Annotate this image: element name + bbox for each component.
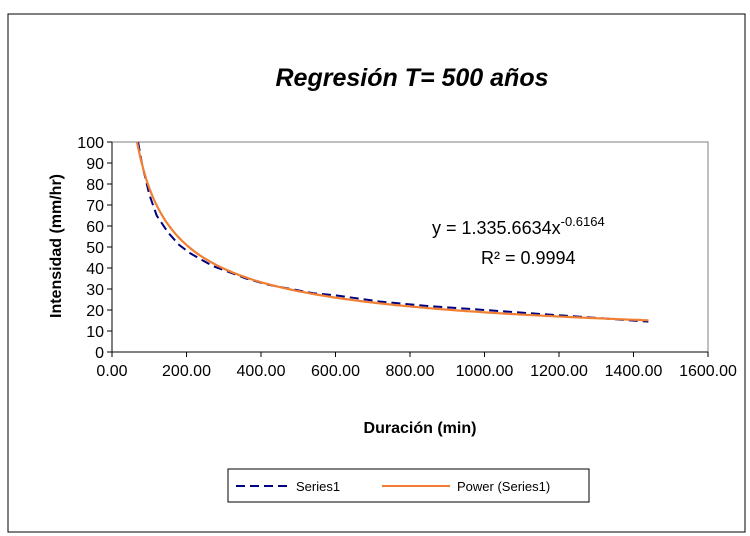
legend: Series1 Power (Series1) [227,468,590,503]
y-tick-label: 10 [86,324,104,341]
y-tick-label: 30 [86,282,104,299]
y-tick-label: 0 [95,345,104,362]
x-axis-title: Duración (min) [364,420,477,437]
legend-label-power-series1: Power (Series1) [457,479,550,494]
y-tick-label: 90 [86,156,104,173]
y-tick-label: 80 [86,177,104,194]
x-tick-label: 800.00 [386,363,435,380]
chart-title: Regresión T= 500 años [275,64,548,92]
regression-equation: y = 1.335.6634x-0.6164 [432,214,605,238]
x-tick-label: 400.00 [237,363,286,380]
regression-equation-main: y = 1.335.6634x [432,218,561,238]
plot-frame [111,141,709,353]
legend-label-series1: Series1 [296,479,340,494]
x-tick-label: 600.00 [311,363,360,380]
y-tick-label: 100 [77,135,104,152]
y-tick-label: 50 [86,240,104,257]
series-line-power-series1 [135,141,649,322]
y-tick-label: 20 [86,303,104,320]
y-axis-title: Intensidad (mm/hr) [48,174,65,318]
x-tick-label: 200.00 [162,363,211,380]
y-tick-label: 60 [86,219,104,236]
x-tick-label: 1400.00 [605,363,663,380]
r-squared-label: R² = 0.9994 [481,248,576,268]
x-tick-label: 1600.00 [679,363,737,380]
x-tick-label: 0.00 [96,363,127,380]
x-tick-label: 1000.00 [456,363,514,380]
regression-equation-exponent: -0.6164 [561,214,605,229]
y-tick-label: 70 [86,198,104,215]
x-tick-label: 1200.00 [530,363,588,380]
y-tick-label: 40 [86,261,104,278]
